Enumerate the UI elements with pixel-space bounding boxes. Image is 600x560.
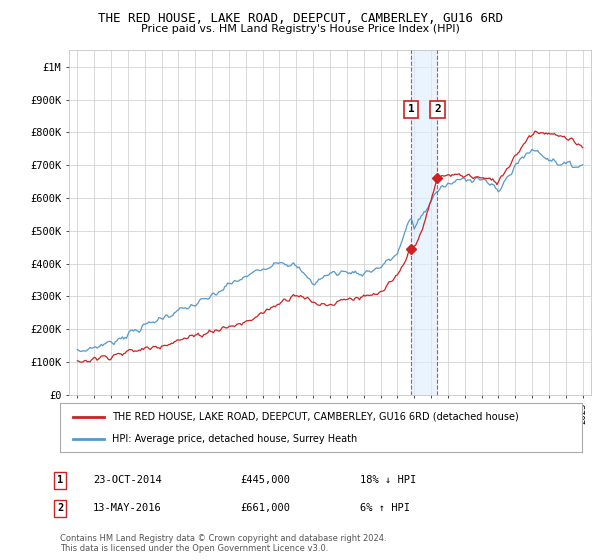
Text: THE RED HOUSE, LAKE ROAD, DEEPCUT, CAMBERLEY, GU16 6RD: THE RED HOUSE, LAKE ROAD, DEEPCUT, CAMBE… (97, 12, 503, 25)
Text: Price paid vs. HM Land Registry's House Price Index (HPI): Price paid vs. HM Land Registry's House … (140, 24, 460, 34)
Text: 23-OCT-2014: 23-OCT-2014 (93, 475, 162, 486)
Text: Contains HM Land Registry data © Crown copyright and database right 2024.: Contains HM Land Registry data © Crown c… (60, 534, 386, 543)
Text: £445,000: £445,000 (240, 475, 290, 486)
Text: THE RED HOUSE, LAKE ROAD, DEEPCUT, CAMBERLEY, GU16 6RD (detached house): THE RED HOUSE, LAKE ROAD, DEEPCUT, CAMBE… (112, 412, 519, 422)
Text: 1: 1 (407, 105, 415, 114)
Text: 1: 1 (57, 475, 63, 486)
Text: £661,000: £661,000 (240, 503, 290, 514)
Text: HPI: Average price, detached house, Surrey Heath: HPI: Average price, detached house, Surr… (112, 434, 358, 444)
Text: 2: 2 (57, 503, 63, 514)
Text: 6% ↑ HPI: 6% ↑ HPI (360, 503, 410, 514)
Bar (411, 50, 437, 395)
Text: This data is licensed under the Open Government Licence v3.0.: This data is licensed under the Open Gov… (60, 544, 328, 553)
Text: 13-MAY-2016: 13-MAY-2016 (93, 503, 162, 514)
Text: 2: 2 (434, 105, 440, 114)
Text: 18% ↓ HPI: 18% ↓ HPI (360, 475, 416, 486)
